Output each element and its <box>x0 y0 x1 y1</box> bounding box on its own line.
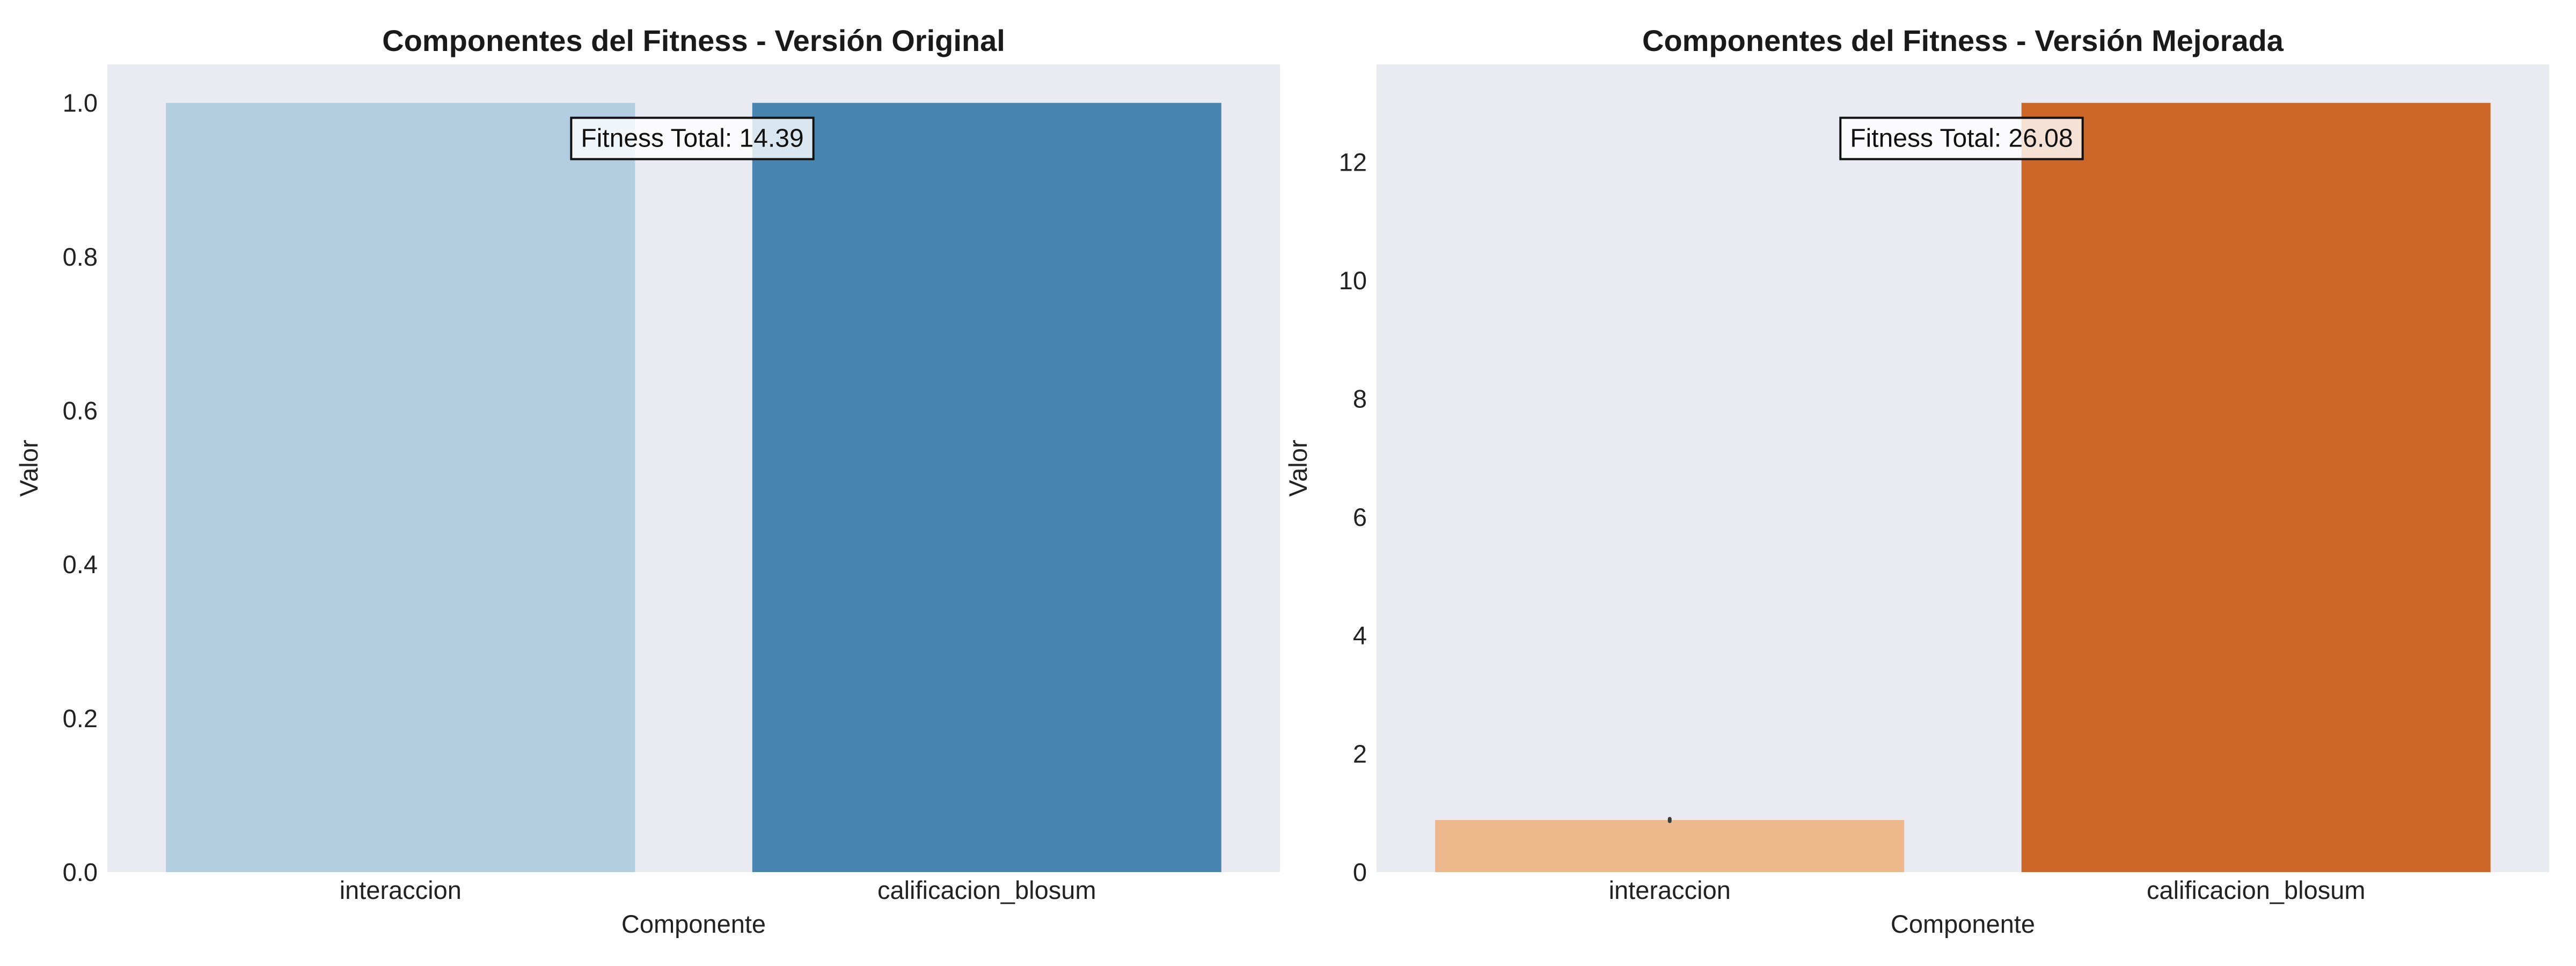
x-tick-label: interaccion <box>340 876 462 904</box>
y-tick-label: 0.4 <box>63 550 98 579</box>
y-tick-label: 10 <box>1339 266 1367 295</box>
y-tick-label: 0.6 <box>63 397 98 425</box>
annotation-box <box>1839 116 2084 160</box>
bar-calificacion_blosum <box>2021 103 2491 873</box>
bar-interaccion <box>1435 819 1905 872</box>
x-tick-label: calificacion_blosum <box>877 876 1096 904</box>
y-tick-label: 0 <box>1353 858 1367 887</box>
y-axis-label: Valor <box>1284 440 1312 496</box>
y-tick-label: 8 <box>1353 384 1367 413</box>
chart-title: Componentes del Fitness - Versión Origin… <box>382 24 1005 57</box>
bar-interaccion <box>166 103 635 873</box>
x-axis-label: Componente <box>621 910 766 938</box>
y-tick-label: 2 <box>1353 740 1367 768</box>
y-axis-label: Valor <box>14 440 43 496</box>
fitness-total-annotation: Fitness Total: 14.39 <box>570 116 815 160</box>
chart-title: Componentes del Fitness - Versión Mejora… <box>1642 24 2284 57</box>
annotation-text: Fitness Total: 14.39 <box>581 125 803 153</box>
annotation-box <box>570 116 815 160</box>
annotation-text: Fitness Total: 26.08 <box>1850 125 2073 153</box>
y-tick-label: 6 <box>1353 503 1367 531</box>
y-tick-label: 12 <box>1339 148 1367 176</box>
fitness-total-annotation: Fitness Total: 26.08 <box>1839 116 2084 160</box>
y-tick-label: 0.2 <box>63 704 98 733</box>
y-tick-label: 4 <box>1353 621 1367 649</box>
x-axis-label: Componente <box>1891 910 2035 938</box>
bar-calificacion_blosum <box>752 103 1221 873</box>
x-tick-label: calificacion_blosum <box>2147 876 2366 904</box>
x-tick-label: interaccion <box>1609 876 1731 904</box>
y-tick-label: 0.0 <box>63 858 98 887</box>
y-tick-label: 0.8 <box>63 243 98 271</box>
y-tick-label: 1.0 <box>63 89 98 117</box>
chart-panel-2: interaccion calificacion_blosum 0 2 4 6 8 10 12 C… <box>1284 24 2549 938</box>
chart-panel-1: interaccion calificacion_blosum 0.0 0.2 0.4 0… <box>14 24 1280 938</box>
